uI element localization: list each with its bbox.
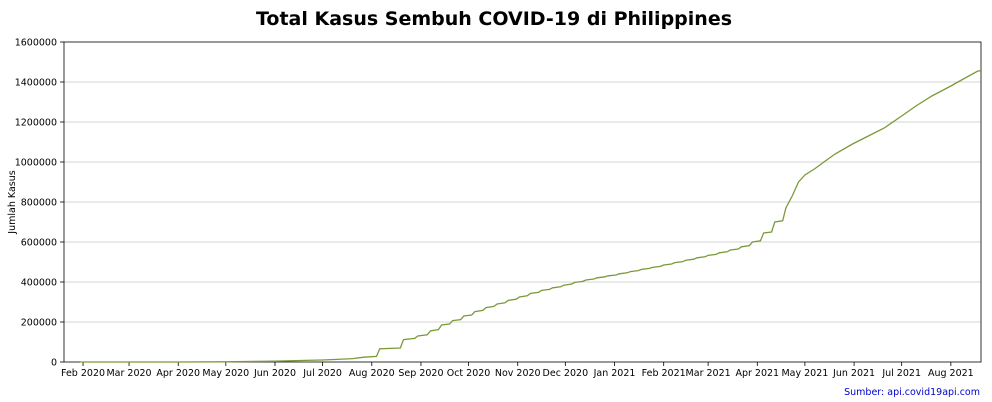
y-tick-label: 600000 [21,238,57,249]
y-axis-label: Jumlah Kasus [7,170,18,234]
source-label: Sumber: api.covid19api.com [844,387,980,398]
y-axis-ticks: 0 200000 400000 600000 800000 1000000 1200000 1… [15,38,64,369]
x-tick-label: Apr 2020 [156,368,200,379]
x-tick-label: Oct 2020 [447,368,491,379]
x-tick-label: May 2021 [781,368,828,379]
y-tick-label: 400000 [21,278,57,289]
x-tick-label: Feb 2021 [642,368,686,379]
chart-title: Total Kasus Sembuh COVID-19 di Philippin… [256,8,732,30]
x-tick-label: Feb 2020 [61,368,105,379]
x-tick-label: Aug 2021 [928,368,974,379]
x-tick-label: May 2020 [202,368,249,379]
y-tick-label: 200000 [21,318,57,329]
x-tick-label: Jan 2021 [593,368,636,379]
y-tick-label: 800000 [21,198,57,209]
y-tick-label: 1000000 [15,158,57,169]
y-tick-label: 1400000 [15,78,57,89]
x-tick-label: Nov 2020 [495,368,541,379]
x-tick-label: Jun 2021 [832,368,875,379]
y-tick-label: 1600000 [15,38,57,49]
x-tick-label: Jul 2020 [302,368,342,379]
recovered-series-line [79,70,982,363]
x-tick-label: Dec 2020 [543,368,589,379]
y-tick-label: 1200000 [15,118,57,129]
gridlines [64,81,981,323]
y-tick-label: 0 [51,358,57,369]
x-tick-label: Apr 2021 [735,368,779,379]
x-tick-label: Mar 2021 [686,368,731,379]
x-tick-label: Aug 2020 [349,368,395,379]
x-axis-ticks: Feb 2020 Mar 2020 Apr 2020 May 2020 Jun 2020… [61,362,974,379]
x-tick-label: Sep 2020 [398,368,443,379]
x-tick-label: Jul 2021 [881,368,921,379]
x-tick-label: Jun 2020 [253,368,296,379]
x-tick-label: Mar 2020 [106,368,151,379]
